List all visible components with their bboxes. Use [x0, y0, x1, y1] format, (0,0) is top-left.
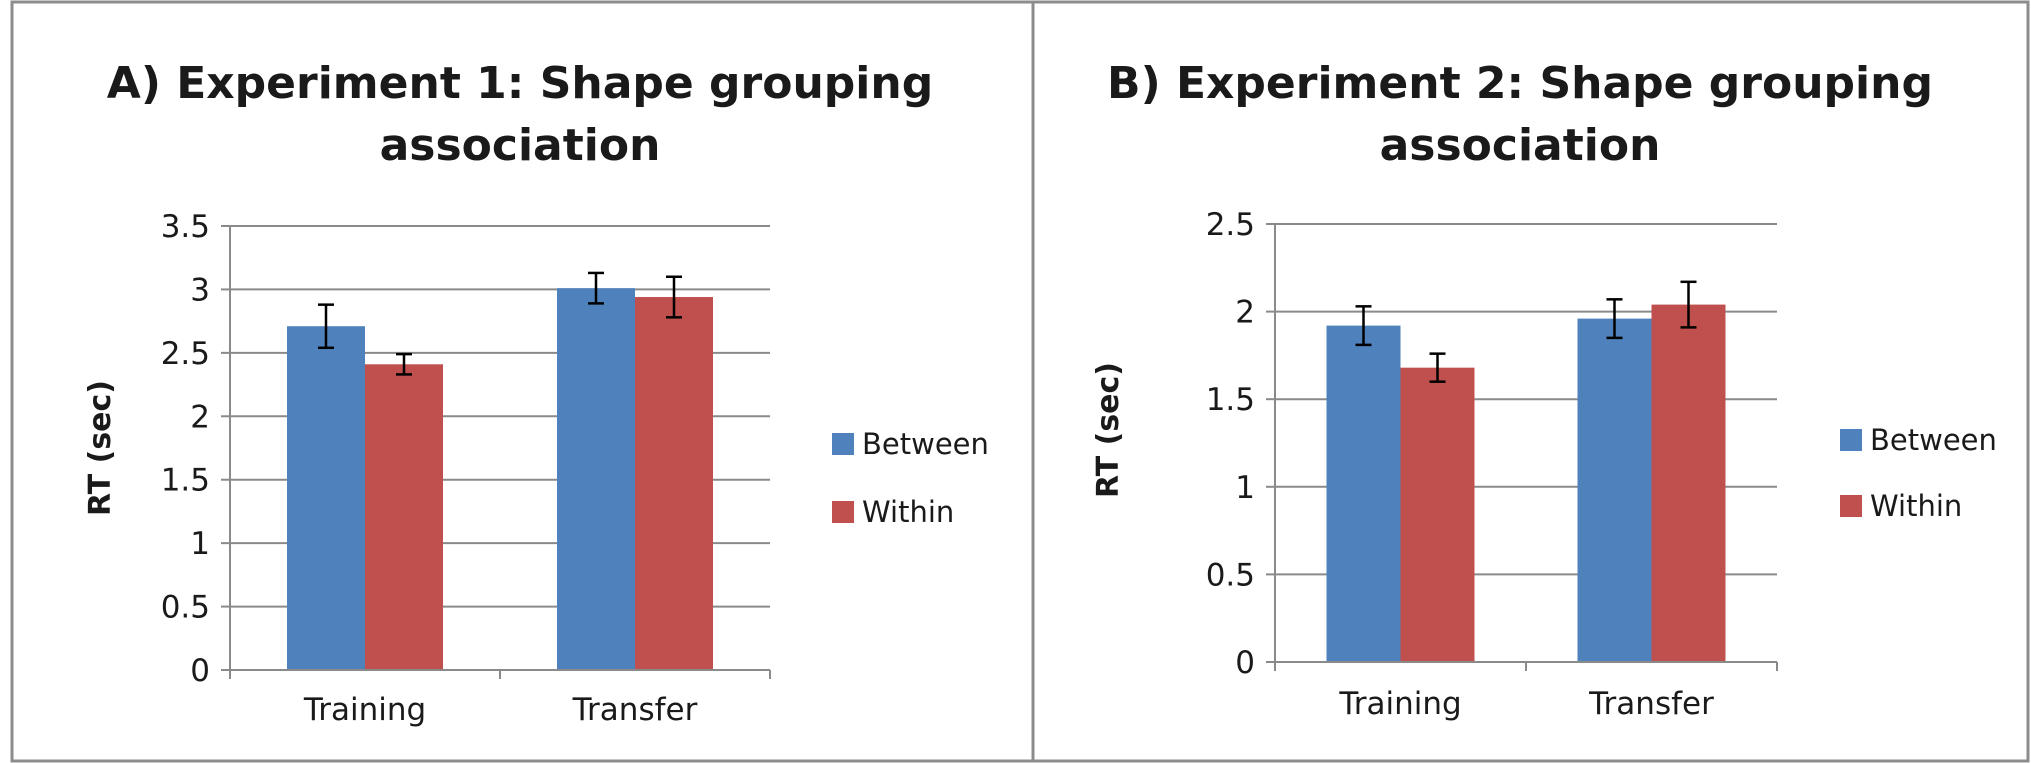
panel-a-y-tick-label: 1	[190, 526, 210, 562]
panel-b-error-bar-between-transfer	[1606, 298, 1623, 340]
panel-b-title-line-2: association	[1380, 120, 1661, 171]
panel-b-error-bar-within-training	[1429, 352, 1446, 383]
panel-b-y-tick-label: 1.5	[1206, 382, 1255, 418]
panel-b-bar-within-training	[1400, 367, 1475, 662]
panel-a-legend-label-within: Within	[862, 495, 954, 529]
panel-b-legend-label-between: Between	[1870, 423, 1997, 457]
panel-b-error-bars	[1355, 280, 1697, 383]
panel-a-y-tick-label: 1.5	[161, 463, 210, 499]
panel-a-error-bar-between-training	[318, 303, 334, 350]
panel-a-error-bar-within-transfer	[666, 275, 682, 319]
panel-a-legend-swatch-between	[832, 433, 854, 455]
panel-a-x-tick-labels: Training Transfer	[303, 692, 698, 728]
panel-a-title-line-1: A) Experiment 1: Shape grouping	[107, 58, 933, 109]
panel-a-y-tick-label: 0.5	[161, 590, 210, 626]
panel-a-error-bar-between-transfer	[588, 271, 604, 305]
panel-a-axes	[221, 225, 771, 679]
panel-b-error-bar-between-training	[1355, 305, 1372, 347]
panel-a-bar-within-transfer	[635, 297, 713, 670]
panel-b-title-line-1: B) Experiment 2: Shape grouping	[1107, 58, 1933, 109]
panel-a-border	[10, 0, 1035, 763]
panel-b-y-tick-label: 2.5	[1206, 207, 1255, 243]
panel-b-bar-between-transfer	[1577, 318, 1652, 662]
panel-a-legend-label-between: Between	[862, 427, 989, 461]
panel-b-y-tick-label: 0.5	[1206, 557, 1255, 593]
panel-b-y-tick-labels: 0 0.5 1 1.5 2 2.5	[1206, 207, 1255, 681]
panel-b-error-bar-within-transfer	[1680, 280, 1697, 329]
panel-a-x-tick-label-transfer: Transfer	[572, 692, 698, 728]
panel-a-y-tick-label: 2.5	[161, 336, 210, 372]
panel-b-x-tick-labels: Training Transfer	[1338, 686, 1714, 722]
panel-b-bar-between-training	[1326, 325, 1401, 662]
panel-b-y-tick-label: 0	[1235, 645, 1255, 681]
panel-b-axes	[1266, 223, 1778, 671]
panel-a-bar-within-training	[365, 364, 443, 670]
panel-b-legend-swatch-within	[1840, 495, 1862, 517]
panel-a-y-tick-label: 3	[190, 272, 210, 308]
panel-b-x-tick-label-training: Training	[1338, 686, 1461, 722]
panel-b-y-axis-label: RT (sec)	[1091, 362, 1126, 498]
panel-a-bar-between-training	[287, 326, 365, 670]
panel-a-y-tick-label: 3.5	[161, 209, 210, 245]
panel-a: A) Experiment 1: Shape grouping associat…	[83, 58, 989, 728]
panel-b-legend-swatch-between	[1840, 429, 1862, 451]
panel-a-bar-between-transfer	[557, 288, 635, 670]
panel-b-y-tick-label: 1	[1235, 470, 1255, 506]
panel-a-x-tick-label-training: Training	[303, 692, 426, 728]
panel-a-y-tick-labels: 0 0.5 1 1.5 2 2.5 3 3.5	[161, 209, 210, 689]
panel-a-y-tick-label: 0	[190, 653, 210, 689]
panel-a-bars	[287, 288, 713, 670]
panel-a-title-line-2: association	[380, 120, 661, 171]
panel-a-y-tick-label: 2	[190, 399, 210, 435]
panel-a-error-bars	[318, 271, 682, 376]
panel-b-x-tick-label-transfer: Transfer	[1588, 686, 1714, 722]
panel-a-y-axis-label: RT (sec)	[83, 380, 118, 516]
panel-a-legend-swatch-within	[832, 501, 854, 523]
panel-b-legend: Between Within	[1840, 423, 1997, 523]
panel-b-legend-label-within: Within	[1870, 489, 1962, 523]
panel-b-bar-within-transfer	[1651, 304, 1726, 662]
panel-b-bars	[1326, 304, 1726, 662]
panel-b: B) Experiment 2: Shape grouping associat…	[1091, 58, 1997, 722]
panel-b-border	[1031, 0, 2030, 763]
panel-a-legend: Between Within	[832, 427, 989, 529]
panel-b-y-tick-label: 2	[1235, 295, 1255, 331]
panel-a-error-bar-within-training	[396, 352, 412, 376]
